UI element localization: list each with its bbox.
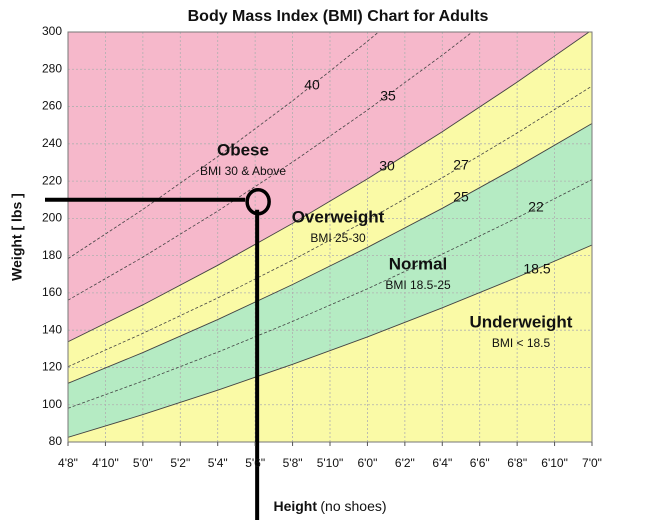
y-tick-label: 180 — [42, 248, 62, 262]
zone-fill — [68, 245, 592, 442]
plot-area — [68, 32, 592, 442]
zone-fill — [68, 32, 590, 342]
y-axis-title: Weight [ lbs ] — [9, 193, 25, 281]
zone-label: Normal — [389, 254, 448, 273]
y-tick-label: 300 — [42, 24, 62, 38]
x-tick-label: 6'4" — [432, 456, 452, 470]
y-tick-label: 220 — [42, 173, 62, 187]
bmi-curve — [68, 179, 592, 409]
bmi-curve — [68, 32, 473, 301]
x-tick-label: 5'2" — [170, 456, 190, 470]
curve-label: 25 — [453, 189, 469, 205]
overlay: 18.5 22 25 27 30 35 40 Underweight BMI < 18.5 Nor… — [45, 31, 593, 520]
x-tick-label: 6'0" — [357, 456, 377, 470]
zone-sublabel: BMI < 18.5 — [492, 336, 551, 350]
x-tick-label: 7'0" — [582, 456, 602, 470]
x-tick-label: 5'6" — [245, 456, 265, 470]
y-tick-label: 240 — [42, 136, 62, 150]
curve-label: 18.5 — [523, 261, 550, 277]
bmi-curve — [68, 244, 592, 438]
curve-label: 35 — [380, 88, 396, 104]
y-tick-label: 200 — [42, 211, 62, 225]
bmi-curve — [68, 32, 590, 343]
zone-sublabel: BMI 30 & Above — [200, 164, 286, 178]
zone-sublabel: BMI 25-30 — [310, 231, 366, 245]
curve-label: 30 — [379, 158, 395, 174]
zone-label: Overweight — [292, 207, 385, 226]
chart-title: Body Mass Index (BMI) Chart for Adults — [188, 8, 489, 25]
y-tick-label: 80 — [49, 434, 63, 448]
zone-sublabel: BMI 18.5-25 — [385, 278, 451, 292]
y-tick-label: 120 — [42, 360, 62, 374]
x-tick-label: 5'8" — [283, 456, 303, 470]
x-tick-label: 5'10" — [317, 456, 344, 470]
x-axis-title-main: Height — [273, 498, 317, 514]
y-tick-label: 100 — [42, 397, 62, 411]
x-tick-label: 6'6" — [470, 456, 490, 470]
x-tick-label: 6'10" — [541, 456, 568, 470]
marker-circle — [245, 187, 271, 216]
curve-label: 27 — [453, 157, 469, 173]
x-axis-title: Height (no shoes) — [273, 498, 386, 514]
x-tick-label: 4'8" — [58, 456, 78, 470]
x-tick-label: 6'8" — [507, 456, 527, 470]
bmi-curve — [68, 32, 380, 259]
curve-label: 22 — [528, 199, 544, 215]
y-tick-label: 280 — [42, 61, 62, 75]
x-tick-label: 5'0" — [133, 456, 153, 470]
y-tick-label: 160 — [42, 285, 62, 299]
y-tick-label: 260 — [42, 99, 62, 113]
curve-label: 40 — [304, 77, 320, 93]
bmi-curve — [68, 123, 592, 384]
y-tick-label: 140 — [42, 322, 62, 336]
x-axis-title-note: (no shoes) — [320, 498, 386, 514]
x-tick-label: 5'4" — [208, 456, 228, 470]
zone-label: Underweight — [470, 312, 573, 331]
zone-label: Obese — [217, 140, 269, 159]
x-tick-label: 6'2" — [395, 456, 415, 470]
bmi-curve — [68, 85, 592, 368]
x-tick-label: 4'10" — [92, 456, 119, 470]
